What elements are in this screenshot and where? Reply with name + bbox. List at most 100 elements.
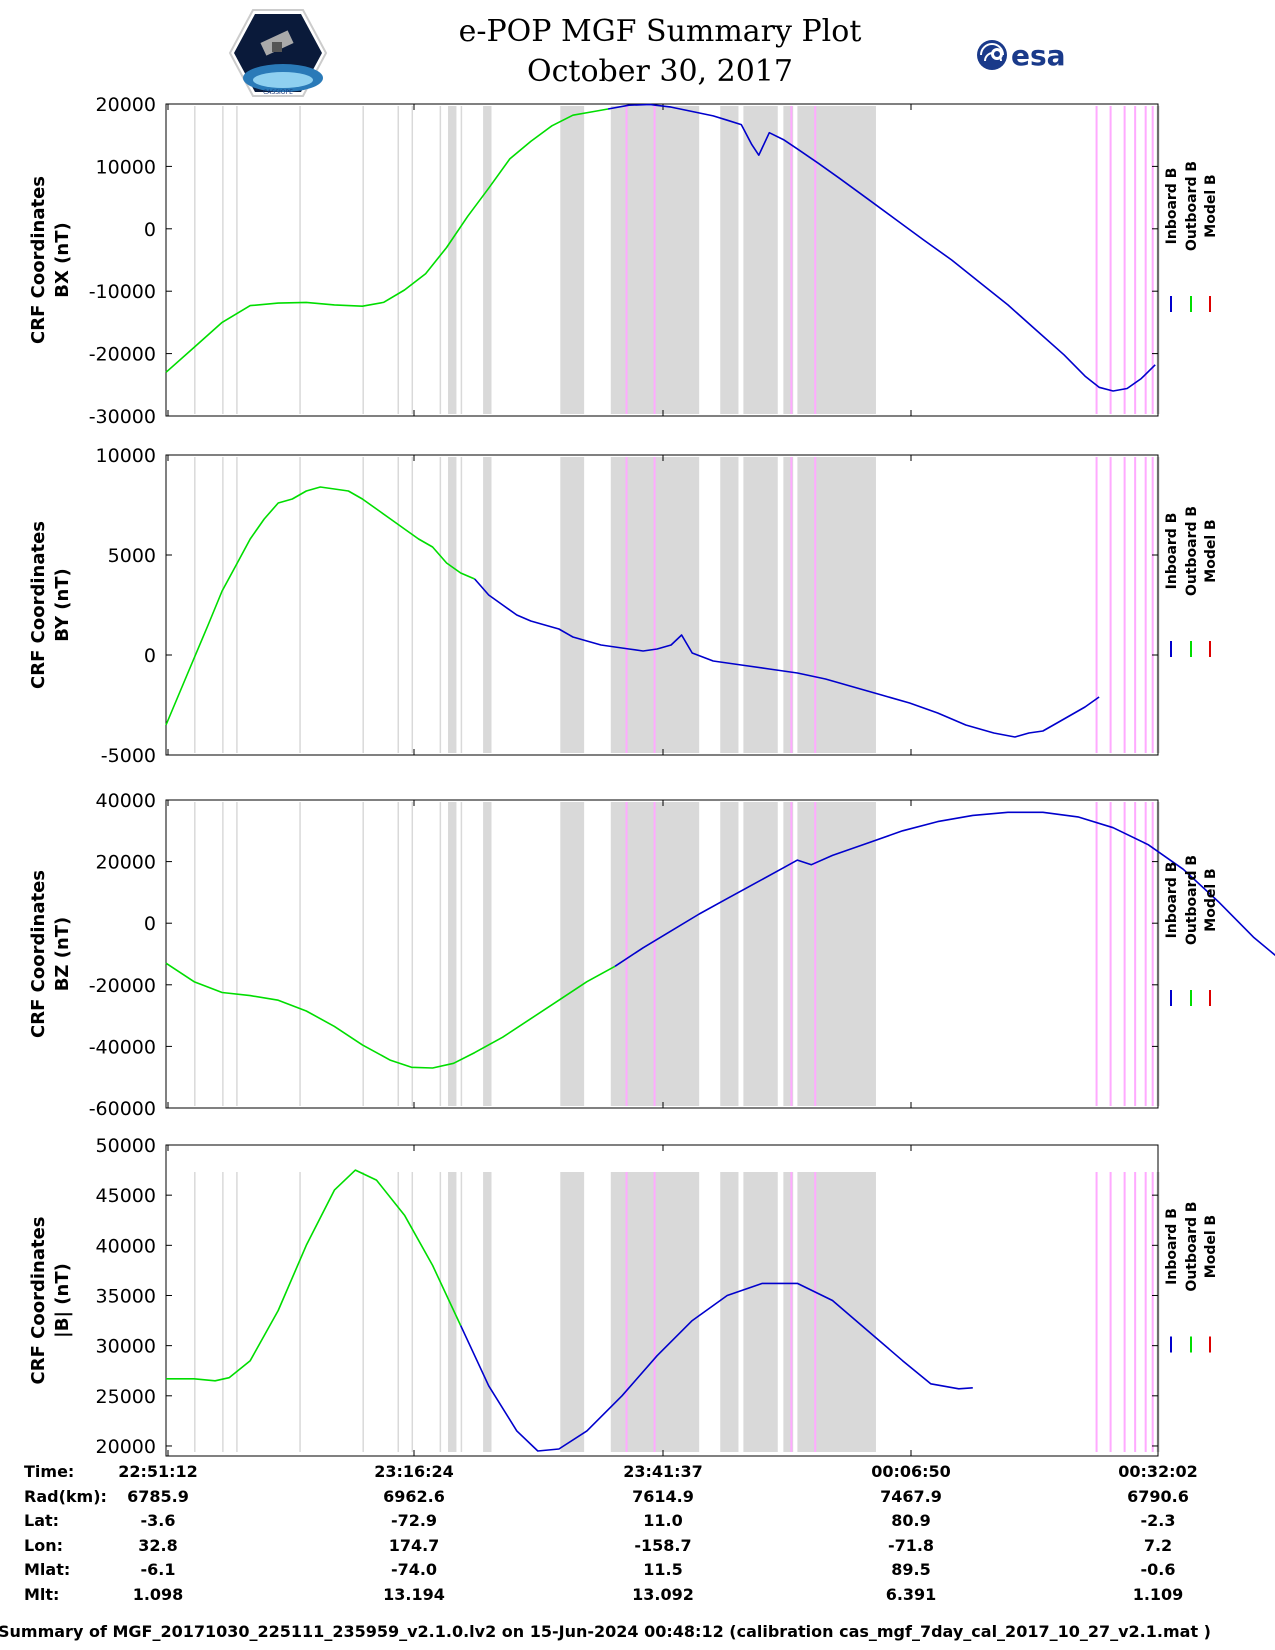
magenta-band-line bbox=[653, 1172, 656, 1452]
info-value: 80.9 bbox=[891, 1511, 931, 1530]
y-tick-label: -10000 bbox=[89, 281, 156, 303]
info-row: Lon: 32.8 174.7 -158.7 -71.8 7.2 bbox=[0, 1536, 1275, 1560]
info-label: Time: bbox=[24, 1462, 75, 1481]
gray-band-line bbox=[194, 802, 196, 1106]
magenta-band-line bbox=[814, 106, 817, 414]
legend-label: Outboard B bbox=[1184, 161, 1200, 251]
series-line-inboard-b bbox=[459, 1282, 973, 1452]
magenta-band-line bbox=[814, 802, 817, 1106]
y-axis-label: CRF Coordinates BX (nT) bbox=[28, 176, 73, 344]
plot-frame bbox=[165, 454, 1159, 756]
gray-band-block bbox=[560, 457, 585, 753]
gray-band-line bbox=[194, 457, 196, 753]
gray-band-line bbox=[411, 1172, 414, 1452]
chart-panel-4: 50000 45000 40000 35000 30000 25000 20000 CRF C… bbox=[28, 1135, 1219, 1458]
magenta-band-line bbox=[1144, 106, 1147, 414]
info-value: -3.6 bbox=[140, 1511, 176, 1530]
magenta-band-line bbox=[814, 457, 817, 753]
gray-band-block bbox=[560, 802, 585, 1106]
magenta-band-line bbox=[1151, 106, 1154, 414]
magenta-band-line bbox=[1109, 1172, 1112, 1452]
magenta-band-line bbox=[814, 1172, 817, 1452]
gray-band-block bbox=[483, 1172, 492, 1452]
y-axis-label: CRF Coordinates BZ (nT) bbox=[28, 870, 73, 1038]
chart-date: October 30, 2017 bbox=[527, 54, 793, 89]
y-tick-label: 20000 bbox=[96, 94, 156, 116]
magenta-band-line bbox=[625, 106, 628, 414]
series-line-outboard-b bbox=[166, 1169, 462, 1382]
legend-label: Inboard B bbox=[1164, 168, 1180, 245]
gray-band-block bbox=[743, 457, 778, 753]
info-label: Lon: bbox=[24, 1535, 63, 1555]
magenta-band-line bbox=[1134, 106, 1137, 414]
info-label: Rad(km): bbox=[24, 1486, 107, 1506]
gray-band-line bbox=[222, 457, 224, 753]
y-tick-label: 10000 bbox=[96, 445, 156, 467]
gray-band-line bbox=[397, 802, 400, 1106]
legend: Inboard B Outboard B Model B bbox=[1164, 506, 1219, 657]
legend-label: Model B bbox=[1203, 519, 1219, 582]
series-line-inboard-b bbox=[607, 103, 1156, 392]
info-value: 7.2 bbox=[1143, 1535, 1173, 1555]
magenta-band-line bbox=[653, 802, 656, 1106]
magenta-band-line bbox=[1095, 802, 1098, 1106]
gray-band-line bbox=[299, 106, 301, 414]
gray-band-block bbox=[720, 457, 739, 753]
gray-band-block bbox=[743, 1172, 778, 1452]
magenta-band-line bbox=[1123, 457, 1126, 753]
y-tick-label: 0 bbox=[144, 913, 156, 935]
svg-text:CASSIOPE: CASSIOPE bbox=[263, 89, 293, 96]
info-value: 6785.9 bbox=[127, 1486, 189, 1506]
gray-band-block bbox=[448, 457, 457, 753]
info-value: 7614.9 bbox=[632, 1486, 694, 1506]
legend-label: Outboard B bbox=[1184, 506, 1200, 596]
gray-band-block bbox=[783, 1172, 794, 1452]
gray-band-block bbox=[720, 106, 739, 414]
y-tick-label: 35000 bbox=[96, 1285, 156, 1307]
series-line-outboard-b bbox=[165, 486, 476, 726]
y-axis-label-line1: CRF Coordinates bbox=[28, 176, 49, 344]
y-tick-label: 10000 bbox=[96, 156, 156, 178]
gray-band-block bbox=[448, 106, 457, 414]
info-value: 174.7 bbox=[388, 1535, 440, 1555]
gray-band-line bbox=[460, 1172, 463, 1452]
magenta-band-line bbox=[790, 1172, 793, 1452]
esa-logo: esa bbox=[975, 35, 1095, 75]
y-axis-label-line2: BZ (nT) bbox=[52, 917, 73, 992]
gray-band-block bbox=[720, 1172, 739, 1452]
gray-band-block bbox=[783, 106, 794, 414]
magenta-band-line bbox=[1134, 1172, 1137, 1452]
y-tick-label: -20000 bbox=[89, 975, 156, 997]
magenta-band-line bbox=[1151, 802, 1154, 1106]
page-header: CASSIOPE e-POP MGF Summary Plot October … bbox=[0, 0, 1275, 105]
info-value: 6790.6 bbox=[1127, 1486, 1189, 1506]
gray-band-line bbox=[397, 106, 400, 414]
y-axis-label-line2: |B| (nT) bbox=[52, 1263, 73, 1338]
info-row: Mlt: 1.098 13.194 13.092 6.391 1.109 bbox=[0, 1585, 1275, 1609]
y-tick-label: 5000 bbox=[108, 545, 156, 567]
gray-band-line bbox=[439, 457, 442, 753]
magenta-band-line bbox=[1095, 1172, 1098, 1452]
gray-band-line bbox=[397, 457, 400, 753]
y-tick-label: 45000 bbox=[96, 1185, 156, 1207]
y-tick-label: 30000 bbox=[96, 1336, 156, 1358]
gray-band-block bbox=[483, 106, 492, 414]
magenta-band-line bbox=[1144, 1172, 1147, 1452]
gray-band-line bbox=[236, 457, 238, 753]
magenta-band-line bbox=[1095, 457, 1098, 753]
magenta-band-line bbox=[1109, 106, 1112, 414]
gray-band-block bbox=[483, 802, 492, 1106]
legend-label: Model B bbox=[1203, 1215, 1219, 1278]
legend-label: Inboard B bbox=[1164, 1208, 1180, 1285]
y-tick-label: 50000 bbox=[96, 1135, 156, 1157]
y-tick-label: 20000 bbox=[96, 852, 156, 874]
y-tick-label: 40000 bbox=[96, 1235, 156, 1257]
info-value: -72.9 bbox=[390, 1511, 438, 1530]
gray-band-line bbox=[236, 1172, 238, 1452]
gray-band-block bbox=[797, 457, 876, 753]
chart-panel-1: 20000 10000 0 -10000 -20000 -30000 CRF Coordin… bbox=[28, 94, 1219, 428]
y-axis-label: CRF Coordinates |B| (nT) bbox=[28, 1217, 73, 1385]
gray-band-block bbox=[560, 106, 585, 414]
y-axis-label-line1: CRF Coordinates bbox=[28, 1217, 49, 1385]
y-axis-label-line1: CRF Coordinates bbox=[28, 870, 49, 1038]
